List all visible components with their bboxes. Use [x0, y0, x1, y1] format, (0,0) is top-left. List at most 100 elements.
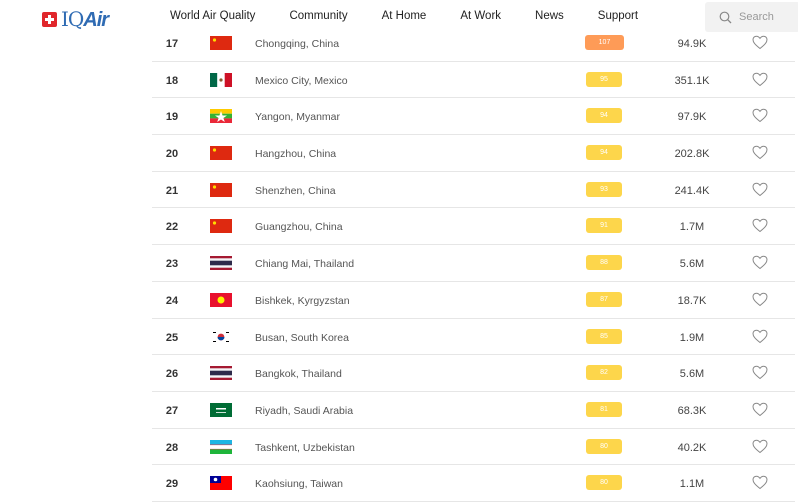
rank: 20: [165, 148, 179, 161]
search-input[interactable]: Search: [705, 2, 798, 32]
table-row[interactable]: 20 Hangzhou, China 94 202.8K: [152, 135, 795, 172]
heart-icon[interactable]: [752, 475, 768, 490]
city-link[interactable]: Bishkek, Kyrgyzstan: [255, 294, 350, 307]
followers-count: 1.1M: [679, 478, 705, 491]
city-link[interactable]: Mexico City, Mexico: [255, 74, 348, 87]
flag-uzbekistan-icon: [210, 439, 232, 454]
heart-icon[interactable]: [752, 255, 768, 270]
followers-count: 202.8K: [674, 148, 710, 161]
city-link[interactable]: Guangzhou, China: [255, 221, 343, 234]
rank: 27: [165, 404, 179, 417]
table-row[interactable]: 24 Bishkek, Kyrgyzstan 87 18.7K: [152, 282, 795, 319]
followers-count: 5.6M: [679, 258, 705, 271]
aqi-badge: 95: [586, 71, 622, 87]
rank: 25: [165, 331, 179, 344]
rank: 18: [165, 74, 179, 87]
swiss-cross-icon: [42, 12, 57, 27]
heart-icon[interactable]: [752, 365, 768, 380]
followers-count: 40.2K: [677, 441, 707, 454]
flag-china-icon: [210, 219, 232, 234]
rank: 21: [165, 184, 179, 197]
followers-count: 351.1K: [674, 74, 710, 87]
aqi-badge: 91: [586, 218, 622, 234]
table-row[interactable]: 19 Yangon, Myanmar 94 97.9K: [152, 98, 795, 136]
city-ranking-table: 17 Chongqing, China 107 94.9K 18 Mexico …: [152, 25, 795, 502]
aqi-badge: 82: [586, 365, 622, 381]
flag-china-icon: [210, 36, 232, 50]
table-row[interactable]: 22 Guangzhou, China 91 1.7M: [152, 208, 795, 246]
followers-count: 1.7M: [679, 221, 705, 234]
heart-icon[interactable]: [752, 72, 768, 87]
aqi-badge: 85: [586, 328, 622, 344]
table-row[interactable]: 21 Shenzhen, China 93 241.4K: [152, 172, 795, 209]
table-row[interactable]: 25 Busan, South Korea 85 1.9M: [152, 319, 795, 356]
search-icon: [719, 11, 732, 23]
top-header: IQAir World Air Quality Community At Hom…: [0, 0, 798, 34]
heart-icon[interactable]: [752, 218, 768, 233]
followers-count: 94.9K: [677, 38, 707, 50]
table-row[interactable]: 26 Bangkok, Thailand 82 5.6M: [152, 355, 795, 392]
city-link[interactable]: Chiang Mai, Thailand: [255, 258, 355, 271]
followers-count: 241.4K: [674, 184, 710, 197]
rank: 17: [165, 38, 179, 50]
city-link[interactable]: Bangkok, Thailand: [255, 368, 342, 381]
city-link[interactable]: Yangon, Myanmar: [255, 111, 341, 124]
followers-count: 97.9K: [677, 111, 707, 124]
heart-icon[interactable]: [752, 35, 768, 50]
flag-myanmar-icon: [210, 109, 232, 124]
heart-icon[interactable]: [752, 292, 768, 307]
flag-thailand-icon: [210, 256, 232, 271]
aqi-badge: 80: [586, 475, 622, 491]
city-link[interactable]: Busan, South Korea: [255, 331, 349, 344]
aqi-badge: 94: [586, 145, 622, 161]
city-link[interactable]: Riyadh, Saudi Arabia: [255, 404, 354, 417]
main-nav: World Air Quality Community At Home At W…: [170, 10, 672, 22]
iqair-logo[interactable]: IQAir: [42, 7, 109, 32]
nav-news[interactable]: News: [535, 10, 564, 22]
search-placeholder: Search: [739, 11, 774, 23]
flag-south-korea-icon: [210, 329, 232, 344]
flag-china-icon: [210, 182, 232, 197]
heart-icon[interactable]: [752, 145, 768, 160]
flag-saudi-arabia-icon: [210, 402, 232, 417]
aqi-badge: 87: [586, 291, 622, 307]
aqi-badge: 81: [586, 401, 622, 417]
table-row[interactable]: 29 Kaohsiung, Taiwan 80 1.1M: [152, 465, 795, 502]
city-link[interactable]: Hangzhou, China: [255, 148, 337, 161]
flag-thailand-icon: [210, 366, 232, 381]
city-link[interactable]: Kaohsiung, Taiwan: [255, 478, 343, 491]
rank: 28: [165, 441, 179, 454]
nav-community[interactable]: Community: [289, 10, 348, 22]
table-row[interactable]: 17 Chongqing, China 107 94.9K: [152, 25, 795, 62]
rank: 29: [165, 478, 179, 491]
nav-support[interactable]: Support: [597, 10, 639, 22]
heart-icon[interactable]: [752, 108, 768, 123]
rank: 19: [165, 111, 179, 124]
aqi-badge: 93: [586, 181, 622, 197]
rank: 24: [165, 294, 179, 307]
heart-icon[interactable]: [752, 439, 768, 454]
aqi-badge: 88: [586, 255, 622, 271]
table-row[interactable]: 28 Tashkent, Uzbekistan 80 40.2K: [152, 429, 795, 466]
rank: 22: [165, 221, 179, 234]
city-link[interactable]: Chongqing, China: [255, 38, 340, 50]
heart-icon[interactable]: [752, 182, 768, 197]
logo-text: IQAir: [61, 7, 109, 31]
aqi-badge: 107: [585, 35, 624, 50]
city-link[interactable]: Tashkent, Uzbekistan: [255, 441, 355, 454]
aqi-badge: 94: [586, 108, 622, 124]
nav-world-air-quality[interactable]: World Air Quality: [170, 10, 256, 22]
city-link[interactable]: Shenzhen, China: [255, 184, 336, 197]
rank: 23: [165, 258, 179, 271]
table-row[interactable]: 23 Chiang Mai, Thailand 88 5.6M: [152, 245, 795, 282]
table-row[interactable]: 27 Riyadh, Saudi Arabia 81 68.3K: [152, 392, 795, 429]
table-row[interactable]: 18 Mexico City, Mexico 95 351.1K: [152, 62, 795, 99]
nav-at-work[interactable]: At Work: [460, 10, 502, 22]
followers-count: 1.9M: [679, 331, 705, 344]
nav-at-home[interactable]: At Home: [381, 10, 427, 22]
flag-china-icon: [210, 146, 232, 161]
heart-icon[interactable]: [752, 402, 768, 417]
followers-count: 68.3K: [677, 404, 707, 417]
heart-icon[interactable]: [752, 329, 768, 344]
flag-taiwan-icon: [210, 476, 232, 491]
